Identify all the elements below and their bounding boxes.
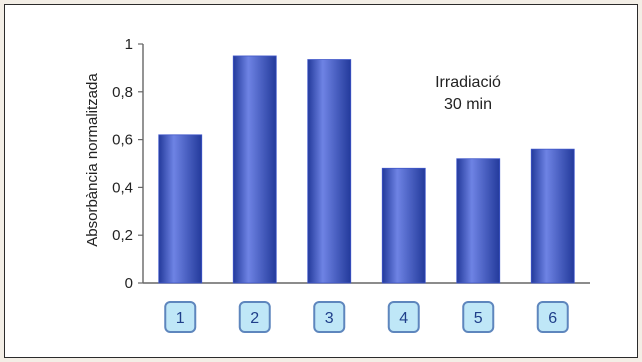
category-badge [462,301,495,333]
category-badge [536,301,569,333]
y-tick-label: 0,8 [112,84,133,101]
x-tick-label: 3 [325,310,334,327]
y-tick-label: 0,2 [112,227,133,244]
x-tick-label: 2 [250,310,259,327]
y-tick-label: 0,6 [112,132,133,149]
annotation-line-2: 30 min [444,96,492,113]
x-axis-category-badges: 1 2 3 4 5 6 [164,301,569,333]
bar [381,167,426,284]
bar [232,55,277,284]
category-badge [238,301,271,333]
x-tick-label: 1 [176,310,185,327]
x-tick-label: 6 [548,310,557,327]
bar [456,158,501,284]
category-badge [313,301,346,333]
category-badge [164,301,197,333]
annotation-line-1: Irradiació [435,74,501,91]
y-tick-label: 0 [125,275,133,292]
y-axis: 0 0,2 0,4 0,6 0,8 1 [112,36,590,292]
category-badge [387,301,420,333]
bar [158,134,203,284]
y-tick-label: 1 [125,36,133,53]
bar [530,148,575,284]
x-tick-label: 5 [474,310,483,327]
x-tick-label: 4 [399,310,408,327]
bars [158,55,575,284]
bar [307,59,352,284]
y-tick-label: 0,4 [112,179,133,196]
y-axis-label: Absorbància normalitzada [84,73,101,247]
